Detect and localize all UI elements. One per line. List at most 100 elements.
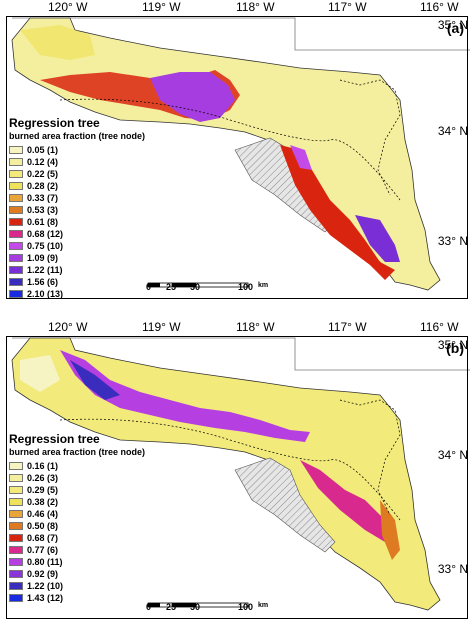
- legend-item: 0.05 (1): [9, 144, 145, 156]
- lat-label: 34° N: [437, 448, 468, 462]
- lon-label: 119° W: [142, 320, 181, 334]
- high-burn-zone-b4: [380, 500, 400, 560]
- map-a-svg: [11, 17, 470, 291]
- legend-item: 0.80 (11): [9, 556, 145, 568]
- legend-item: 0.38 (2): [9, 496, 145, 508]
- legend-item-label: 0.68 (12): [27, 229, 64, 239]
- mid-burn-zone-a: [20, 25, 95, 60]
- legend-item: 0.75 (10): [9, 240, 145, 252]
- high-burn-zone-b3: [300, 460, 395, 542]
- lat-label: 35° N: [437, 338, 468, 352]
- legend-swatch: [9, 230, 23, 238]
- scale-bar-graphic: [147, 282, 249, 288]
- legend-swatch: [9, 570, 23, 578]
- legend-item-label: 0.50 (8): [27, 521, 59, 531]
- scale-tick: 50: [190, 282, 201, 292]
- scale-tick: 25: [166, 602, 177, 612]
- lon-label: 119° W: [142, 0, 181, 14]
- legend-item: 0.28 (2): [9, 180, 145, 192]
- legend-item-label: 0.53 (3): [27, 205, 59, 215]
- legend-item: 0.53 (3): [9, 204, 145, 216]
- lon-label: 118° W: [236, 0, 275, 14]
- legend-swatch: [9, 558, 23, 566]
- legend-item-label: 2.10 (13): [27, 289, 64, 299]
- legend-item: 0.22 (5): [9, 168, 145, 180]
- legend-item-label: 0.26 (3): [27, 473, 59, 483]
- ecoregion-boundary-a: [59, 98, 401, 201]
- legend-item-label: 0.29 (5): [27, 485, 59, 495]
- lon-label: 117° W: [328, 0, 367, 14]
- scale-unit: km: [258, 602, 269, 609]
- lat-label: 34° N: [437, 124, 468, 138]
- legend-item: 0.33 (7): [9, 192, 145, 204]
- legend-item-label: 1.09 (9): [27, 253, 59, 263]
- legend-swatch: [9, 462, 23, 470]
- legend-item-label: 0.33 (7): [27, 193, 59, 203]
- legend-item-label: 0.05 (1): [27, 145, 59, 155]
- high-burn-zone-a3: [280, 145, 395, 280]
- legend-b: Regression tree burned area fraction (tr…: [9, 432, 145, 604]
- legend-swatch: [9, 194, 23, 202]
- legend-item: 1.22 (11): [9, 264, 145, 276]
- legend-item-label: 0.28 (2): [27, 181, 59, 191]
- scale-tick: 100: [238, 282, 254, 292]
- legend-swatch: [9, 582, 23, 590]
- legend-swatch: [9, 266, 23, 274]
- low-burn-zone-b: [20, 355, 60, 392]
- legend-swatch: [9, 510, 23, 518]
- map-frame-b: [6, 336, 468, 619]
- panel-label-a: (a): [446, 20, 464, 36]
- legend-item-label: 0.68 (7): [27, 533, 59, 543]
- lon-label: 118° W: [236, 320, 275, 334]
- legend-item: 0.61 (8): [9, 216, 145, 228]
- legend-subtitle: burned area fraction (tree node): [9, 447, 146, 457]
- high-burn-zone-b1: [60, 350, 310, 442]
- lon-label: 117° W: [328, 320, 367, 334]
- map-panel-b: 120° W 119° W 118° W 117° W 116° W 35° N…: [0, 320, 474, 626]
- state-border-line: [12, 17, 470, 51]
- legend-item-label: 0.92 (9): [27, 569, 59, 579]
- legend-title: Regression tree: [9, 432, 100, 446]
- legend-swatch: [9, 594, 23, 602]
- legend-swatch: [9, 242, 23, 250]
- legend-item: 0.77 (6): [9, 544, 145, 556]
- urban-hatched-area-b: [234, 457, 336, 553]
- legend-swatch: [9, 170, 23, 178]
- map-b-svg: [11, 337, 470, 611]
- lat-label: 35° N: [437, 18, 468, 32]
- lat-label: 33° N: [437, 234, 468, 248]
- lon-label: 116° W: [420, 0, 459, 14]
- lat-label: 33° N: [437, 562, 468, 576]
- legend-swatch: [9, 546, 23, 554]
- legend-item: 0.16 (1): [9, 460, 145, 472]
- legend-item: 0.46 (4): [9, 508, 145, 520]
- legend-item-label: 0.77 (6): [27, 545, 59, 555]
- panel-label-b: (b): [446, 340, 464, 356]
- legend-item: 0.26 (3): [9, 472, 145, 484]
- legend-swatch: [9, 486, 23, 494]
- legend-swatch: [9, 146, 23, 154]
- legend-item-label: 1.56 (6): [27, 277, 59, 287]
- legend-item-label: 0.75 (10): [27, 241, 64, 251]
- scale-tick: 100: [238, 602, 254, 612]
- scale-unit: km: [258, 282, 269, 289]
- legend-item-label: 0.61 (8): [27, 217, 59, 227]
- high-burn-zone-a5: [355, 215, 400, 262]
- legend-swatch: [9, 278, 23, 286]
- legend-item: 2.10 (13): [9, 288, 145, 300]
- legend-item-label: 0.22 (5): [27, 169, 59, 179]
- lon-label: 120° W: [48, 0, 88, 14]
- legend-swatch: [9, 206, 23, 214]
- scale-bar-graphic: [147, 602, 249, 608]
- legend-swatch: [9, 254, 23, 262]
- legend-item: 1.43 (12): [9, 592, 145, 604]
- legend-item: 1.22 (10): [9, 580, 145, 592]
- legend-item-label: 1.43 (12): [27, 593, 64, 603]
- legend-item-label: 1.22 (10): [27, 581, 64, 591]
- legend-subtitle: burned area fraction (tree node): [9, 131, 146, 141]
- legend-item: 0.68 (12): [9, 228, 145, 240]
- legend-swatch: [9, 158, 23, 166]
- legend-item: 1.09 (9): [9, 252, 145, 264]
- scale-tick: 50: [190, 602, 201, 612]
- high-burn-zone-a4: [290, 145, 312, 170]
